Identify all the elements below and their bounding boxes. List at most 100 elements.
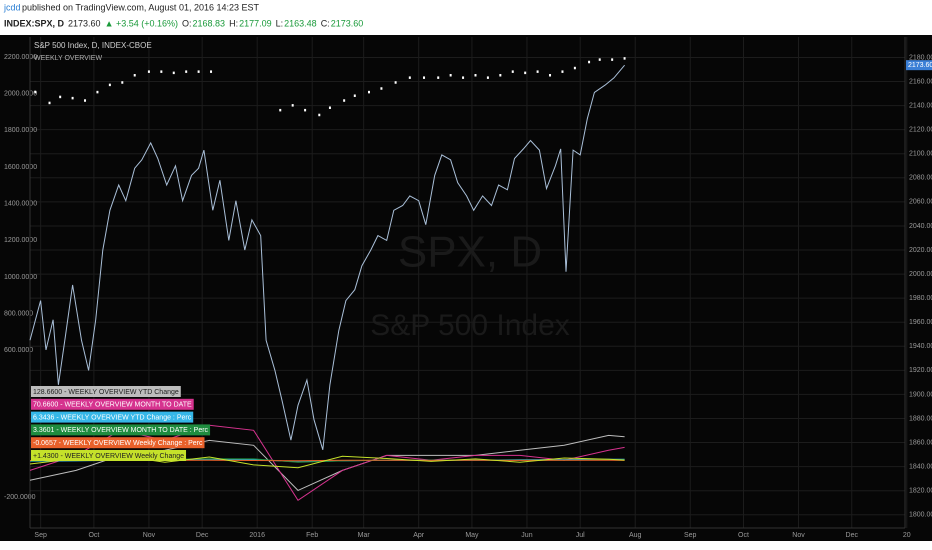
y-tick-label: 1200.0000 [4, 237, 37, 244]
legend-box [31, 450, 187, 461]
dot [367, 90, 370, 94]
legend-entry: 6.3436 - WEEKLY OVERVIEW YTD Change : Pe… [33, 414, 192, 421]
dot [172, 71, 175, 75]
chart-title: S&P 500 Index, D, INDEX-CBOE [34, 41, 152, 50]
y2-tick-label: 1880.00 [909, 415, 932, 422]
change: ▲ +3.54 (+0.16%) [105, 18, 178, 28]
dot [147, 70, 150, 73]
dot [588, 60, 591, 64]
dot [197, 70, 200, 73]
dot [318, 113, 321, 117]
y-tick-label: 800.0000 [4, 311, 33, 318]
dot [133, 74, 136, 77]
dot [561, 70, 564, 73]
legend-entry: -0.0657 - WEEKLY OVERVIEW Weekly Change … [33, 440, 203, 447]
dot [611, 58, 614, 61]
price-label: 2173.60 [908, 62, 932, 69]
legend-entry: +1.4300 - WEEKLY OVERVIEW Weekly Change [33, 453, 184, 460]
series-line [29, 64, 625, 450]
x-tick-label: Nov [143, 532, 156, 539]
x-tick-label: Dec [196, 532, 209, 539]
x-tick-label: Dec [846, 532, 859, 539]
x-tick-label: Nov [792, 532, 805, 539]
x-tick-label: Jun [521, 532, 532, 539]
dot [437, 76, 440, 79]
close-label: C: [321, 18, 330, 28]
dot [160, 70, 163, 73]
x-tick-label: Sep [34, 532, 47, 539]
author[interactable]: jcdd [3, 2, 21, 12]
legend-entry: 128.6600 - WEEKLY OVERVIEW YTD Change [33, 389, 179, 396]
last: 2173.60 [68, 18, 101, 28]
symbol-line: INDEX:SPX, D 2173.60 ▲ +3.54 (+0.16%) O:… [4, 18, 363, 28]
y-tick-label: 600.0000 [4, 347, 33, 354]
dot [96, 90, 99, 94]
y-tick-label: 1400.0000 [4, 201, 37, 208]
dot [394, 81, 397, 84]
dot [279, 108, 282, 112]
dot [328, 106, 331, 110]
low: 2163.48 [284, 18, 317, 28]
y2-tick-label: 2020.00 [909, 247, 932, 254]
legend-box [31, 386, 181, 397]
watermark: SPX, D [398, 228, 542, 277]
watermark: S&P 500 Index [370, 309, 570, 342]
dot [380, 87, 383, 90]
high: 2177.09 [239, 18, 272, 28]
dot [304, 108, 307, 112]
close: 2173.60 [331, 18, 364, 28]
dot [549, 74, 552, 77]
dot [623, 57, 626, 60]
x-tick-label: Sep [684, 532, 697, 539]
y2-tick-label: 1940.00 [909, 343, 932, 350]
dot [34, 90, 37, 94]
dot [598, 58, 601, 61]
y-tick-label: 1600.0000 [4, 164, 37, 171]
y2-tick-label: 1820.00 [909, 488, 932, 495]
dot [291, 104, 294, 107]
y2-tick-label: 1980.00 [909, 295, 932, 302]
dot [108, 83, 111, 87]
y2-tick-label: 2000.00 [909, 271, 932, 278]
y-tick-label: -200.0000 [4, 494, 36, 501]
low-label: L: [276, 18, 284, 28]
y2-tick-label: 2080.00 [909, 175, 932, 182]
chart-subtitle: WEEKLY OVERVIEW [34, 55, 102, 62]
dot [511, 70, 514, 73]
y2-tick-label: 1840.00 [909, 463, 932, 470]
dot [84, 99, 87, 102]
dot [59, 95, 62, 99]
y2-tick-label: 2060.00 [909, 199, 932, 206]
x-tick-label: May [465, 532, 479, 539]
y2-tick-label: 1860.00 [909, 439, 932, 446]
y-tick-label: 2000.0000 [4, 90, 37, 97]
dot [121, 81, 124, 84]
legend-box [31, 398, 194, 410]
legend-box [31, 437, 205, 449]
y2-tick-label: 1920.00 [909, 367, 932, 374]
y2-tick-label: 1960.00 [909, 319, 932, 326]
dot [449, 74, 452, 77]
x-tick-label: Oct [738, 532, 749, 539]
y2-tick-label: 2040.00 [909, 223, 932, 230]
dot [423, 76, 426, 79]
dot [474, 74, 477, 77]
dot [499, 74, 502, 77]
y2-tick-label: 2120.00 [909, 127, 932, 134]
x-tick-label: Oct [88, 532, 99, 539]
legend-box [31, 411, 194, 423]
dot [353, 94, 356, 97]
legend-entry: 70.6600 - WEEKLY OVERVIEW MONTH TO DATE [33, 402, 192, 409]
x-tick-label: Aug [629, 532, 642, 539]
dot [486, 76, 489, 79]
x-tick-label: 2016 [249, 532, 265, 539]
x-tick-label: Jul [576, 532, 585, 539]
x-tick-label: Feb [306, 532, 318, 539]
chart-background [0, 35, 932, 541]
y-tick-label: 2200.0000 [4, 54, 37, 61]
dot [343, 99, 346, 102]
dot [408, 76, 411, 79]
symbol: INDEX:SPX, D [4, 18, 65, 28]
dot [573, 66, 576, 70]
